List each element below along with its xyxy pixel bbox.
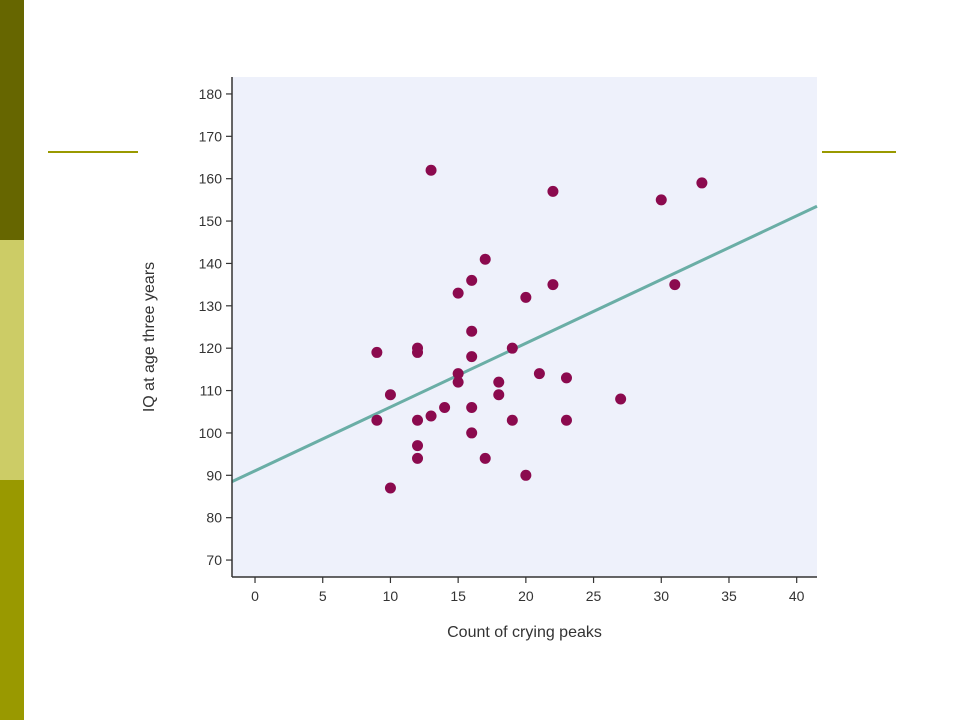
data-point [560,372,572,384]
x-tick-label: 30 [653,588,669,604]
y-tick-label: 70 [206,552,222,568]
y-tick-label: 90 [206,467,222,483]
data-point [560,414,572,426]
decor-line-right [822,151,896,153]
x-tick-label: 35 [721,588,737,604]
decor-strip-middle [0,240,24,480]
y-tick-label: 150 [199,213,223,229]
y-tick-label: 100 [199,425,223,441]
y-tick-label: 160 [199,171,223,187]
data-point [412,346,424,358]
data-point [479,253,491,265]
x-tick-label: 25 [586,588,602,604]
data-point [412,452,424,464]
data-point [493,389,505,401]
y-tick-label: 180 [199,86,223,102]
data-point [466,274,478,286]
data-point [655,194,667,206]
data-point [547,279,559,291]
data-point [506,414,518,426]
data-point [520,469,532,481]
data-point [466,427,478,439]
x-tick-label: 5 [319,588,327,604]
data-point [371,414,383,426]
data-point [384,482,396,494]
data-point [425,164,437,176]
data-point [479,452,491,464]
data-point [452,287,464,299]
data-point [371,346,383,358]
data-point [615,393,627,405]
y-tick-label: 80 [206,510,222,526]
y-tick-label: 170 [199,128,223,144]
data-point [384,389,396,401]
x-tick-label: 10 [383,588,399,604]
y-axis-label: IQ at age three years [141,262,158,412]
data-point [439,402,451,414]
y-tick-label: 110 [200,383,223,399]
data-point [506,342,518,354]
data-point [466,402,478,414]
data-point [452,368,464,380]
x-tick-label: 40 [789,588,805,604]
y-tick-label: 140 [199,255,223,271]
data-point [533,368,545,380]
data-point [696,177,708,189]
decor-line-left [48,151,138,153]
data-point [425,410,437,422]
decor-strip-top [0,0,24,240]
data-point [466,351,478,363]
x-tick-label: 0 [251,588,259,604]
data-point [493,376,505,388]
data-point [669,279,681,291]
x-tick-label: 20 [518,588,534,604]
data-point [452,376,464,388]
data-point [412,414,424,426]
decor-strip-bottom [0,480,24,720]
data-point [412,440,424,452]
y-tick-label: 130 [199,298,223,314]
data-point [466,325,478,337]
data-point [547,185,559,197]
plot-area [232,77,817,577]
data-point [520,291,532,303]
y-tick-label: 120 [199,340,223,356]
x-axis-label: Count of crying peaks [447,624,602,641]
trend-line [231,204,818,484]
x-tick-label: 15 [450,588,466,604]
